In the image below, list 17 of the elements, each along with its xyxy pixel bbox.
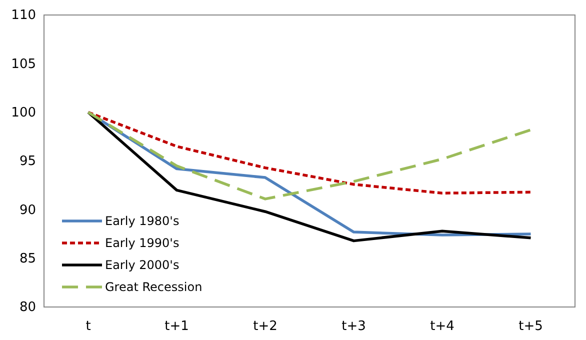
y-tick-label: 95 <box>19 154 36 170</box>
x-tick-label: t+4 <box>430 319 454 334</box>
x-tick-label: t+1 <box>164 319 189 334</box>
y-tick-label: 105 <box>11 56 36 72</box>
legend-label: Early 1980's <box>105 214 180 228</box>
legend-label: Great Recession <box>105 280 202 294</box>
x-tick-label: t+5 <box>518 319 543 334</box>
x-tick-label: t <box>86 319 91 334</box>
x-tick-label: t+3 <box>342 319 366 334</box>
y-tick-label: 85 <box>19 251 36 266</box>
legend-label: Early 1990's <box>105 236 180 250</box>
x-tick-label: t+2 <box>253 319 278 334</box>
y-tick-label: 100 <box>11 105 36 120</box>
y-tick-label: 110 <box>11 8 36 24</box>
y-tick-label: 90 <box>19 202 36 218</box>
y-tick-label: 80 <box>19 300 36 316</box>
legend-label: Early 2000's <box>105 258 180 272</box>
